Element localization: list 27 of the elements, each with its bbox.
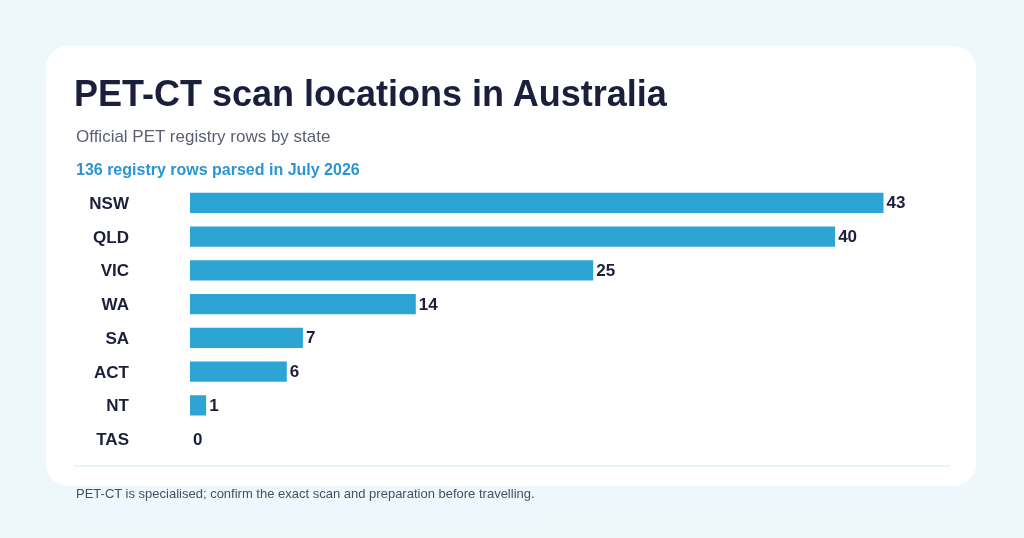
y-tick-label: SA [105, 328, 129, 348]
y-tick-label: WA [101, 295, 129, 315]
y-tick-label: QLD [93, 227, 129, 247]
y-tick-label: ACT [94, 362, 130, 382]
data-label: 1 [209, 395, 219, 415]
bar [190, 294, 416, 315]
data-label: 14 [418, 294, 439, 314]
chart-subtitle: Official PET registry rows by state [76, 127, 331, 146]
text: 136 registry rows parsed in July 2026 [76, 161, 360, 178]
bar [190, 260, 594, 281]
data-label: 7 [305, 328, 316, 348]
data-label: 40 [838, 227, 858, 247]
y-tick-label: NSW [89, 193, 130, 213]
chart-title: PET-CT scan locations in Australia [74, 72, 668, 114]
data-label: 25 [596, 260, 616, 280]
bar [190, 192, 884, 213]
data-label: 43 [886, 193, 906, 213]
y-tick-label: NT [106, 396, 130, 416]
bar [190, 327, 303, 348]
y-tick-label: VIC [100, 261, 129, 281]
data-label: 0 [193, 429, 203, 449]
text: PET-CT is specialised; confirm the exact scan and preparation before travelling. [76, 486, 535, 501]
y-tick-label: TAS [96, 430, 129, 450]
bar [190, 226, 836, 247]
data-label: 6 [289, 362, 300, 382]
bar [190, 361, 287, 382]
bar [190, 395, 207, 416]
